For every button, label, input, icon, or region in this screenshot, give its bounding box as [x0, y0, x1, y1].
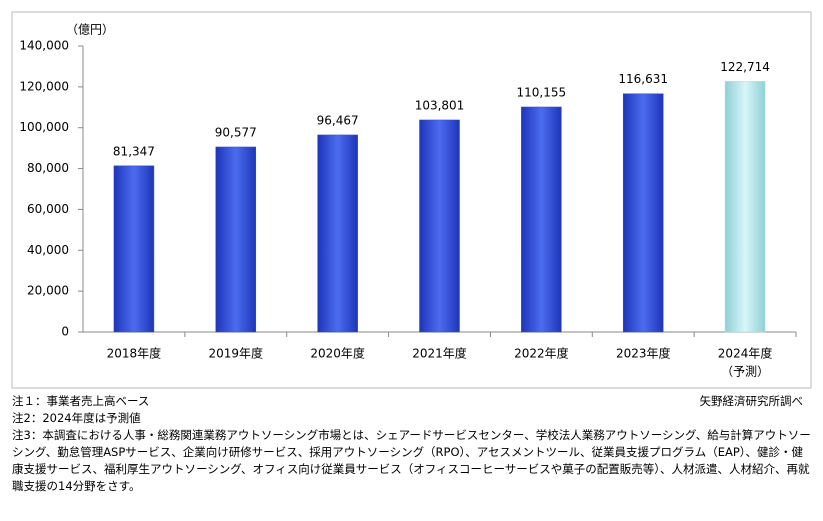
- y-tick-label: 140,000: [19, 39, 69, 53]
- forecast-note: （予測）: [721, 365, 769, 379]
- value-label: 96,467: [317, 113, 359, 127]
- chart-border: [11, 11, 812, 389]
- note: 注１：事業者売上高ベース: [12, 394, 150, 408]
- source: 矢野経済研究所調べ: [699, 394, 804, 408]
- bar: [622, 93, 664, 333]
- y-tick-label: 0: [61, 325, 69, 339]
- x-tick-label: 2022年度: [514, 346, 569, 361]
- y-tick-label: 20,000: [27, 284, 69, 298]
- bar: [317, 134, 358, 333]
- y-tick-label: 100,000: [19, 120, 69, 134]
- y-tick-label: 60,000: [27, 202, 69, 216]
- bar: [521, 106, 562, 333]
- y-tick-label: 40,000: [27, 243, 69, 257]
- value-label: 116,631: [618, 72, 668, 86]
- chart: （億円） 0 20,000 40,000 60,000 80,000 100,000 120…: [11, 11, 812, 389]
- bar: [215, 146, 257, 333]
- y-tick-label: 80,000: [27, 161, 69, 175]
- note: 注3：本調査における人事・総務関連業務アウトソーシング市場とは、シェアードサービ…: [12, 428, 811, 493]
- x-tick-label: 2024年度: [718, 346, 773, 361]
- value-label: 122,714: [720, 60, 770, 74]
- value-label: 81,347: [113, 144, 155, 158]
- unit-label: （億円）: [66, 23, 114, 37]
- x-tick-label: 2021年度: [412, 346, 467, 361]
- notes: 注１：事業者売上高ベース 注2：2024年度は予測値注3：本調査における人事・総務…: [12, 393, 812, 495]
- bar: [419, 119, 460, 333]
- x-tick-label: 2023年度: [616, 346, 671, 361]
- y-tick-label: 120,000: [19, 79, 69, 93]
- x-tick-label: 2019年度: [209, 346, 264, 361]
- note: 注2：2024年度は予測値: [12, 411, 141, 425]
- value-label: 90,577: [215, 125, 257, 139]
- x-tick-label: 2018年度: [107, 346, 162, 361]
- value-label: 103,801: [415, 98, 465, 112]
- x-tick-label: 2020年度: [310, 346, 365, 361]
- bar: [724, 81, 766, 333]
- bar: [113, 165, 155, 333]
- value-label: 110,155: [517, 85, 567, 99]
